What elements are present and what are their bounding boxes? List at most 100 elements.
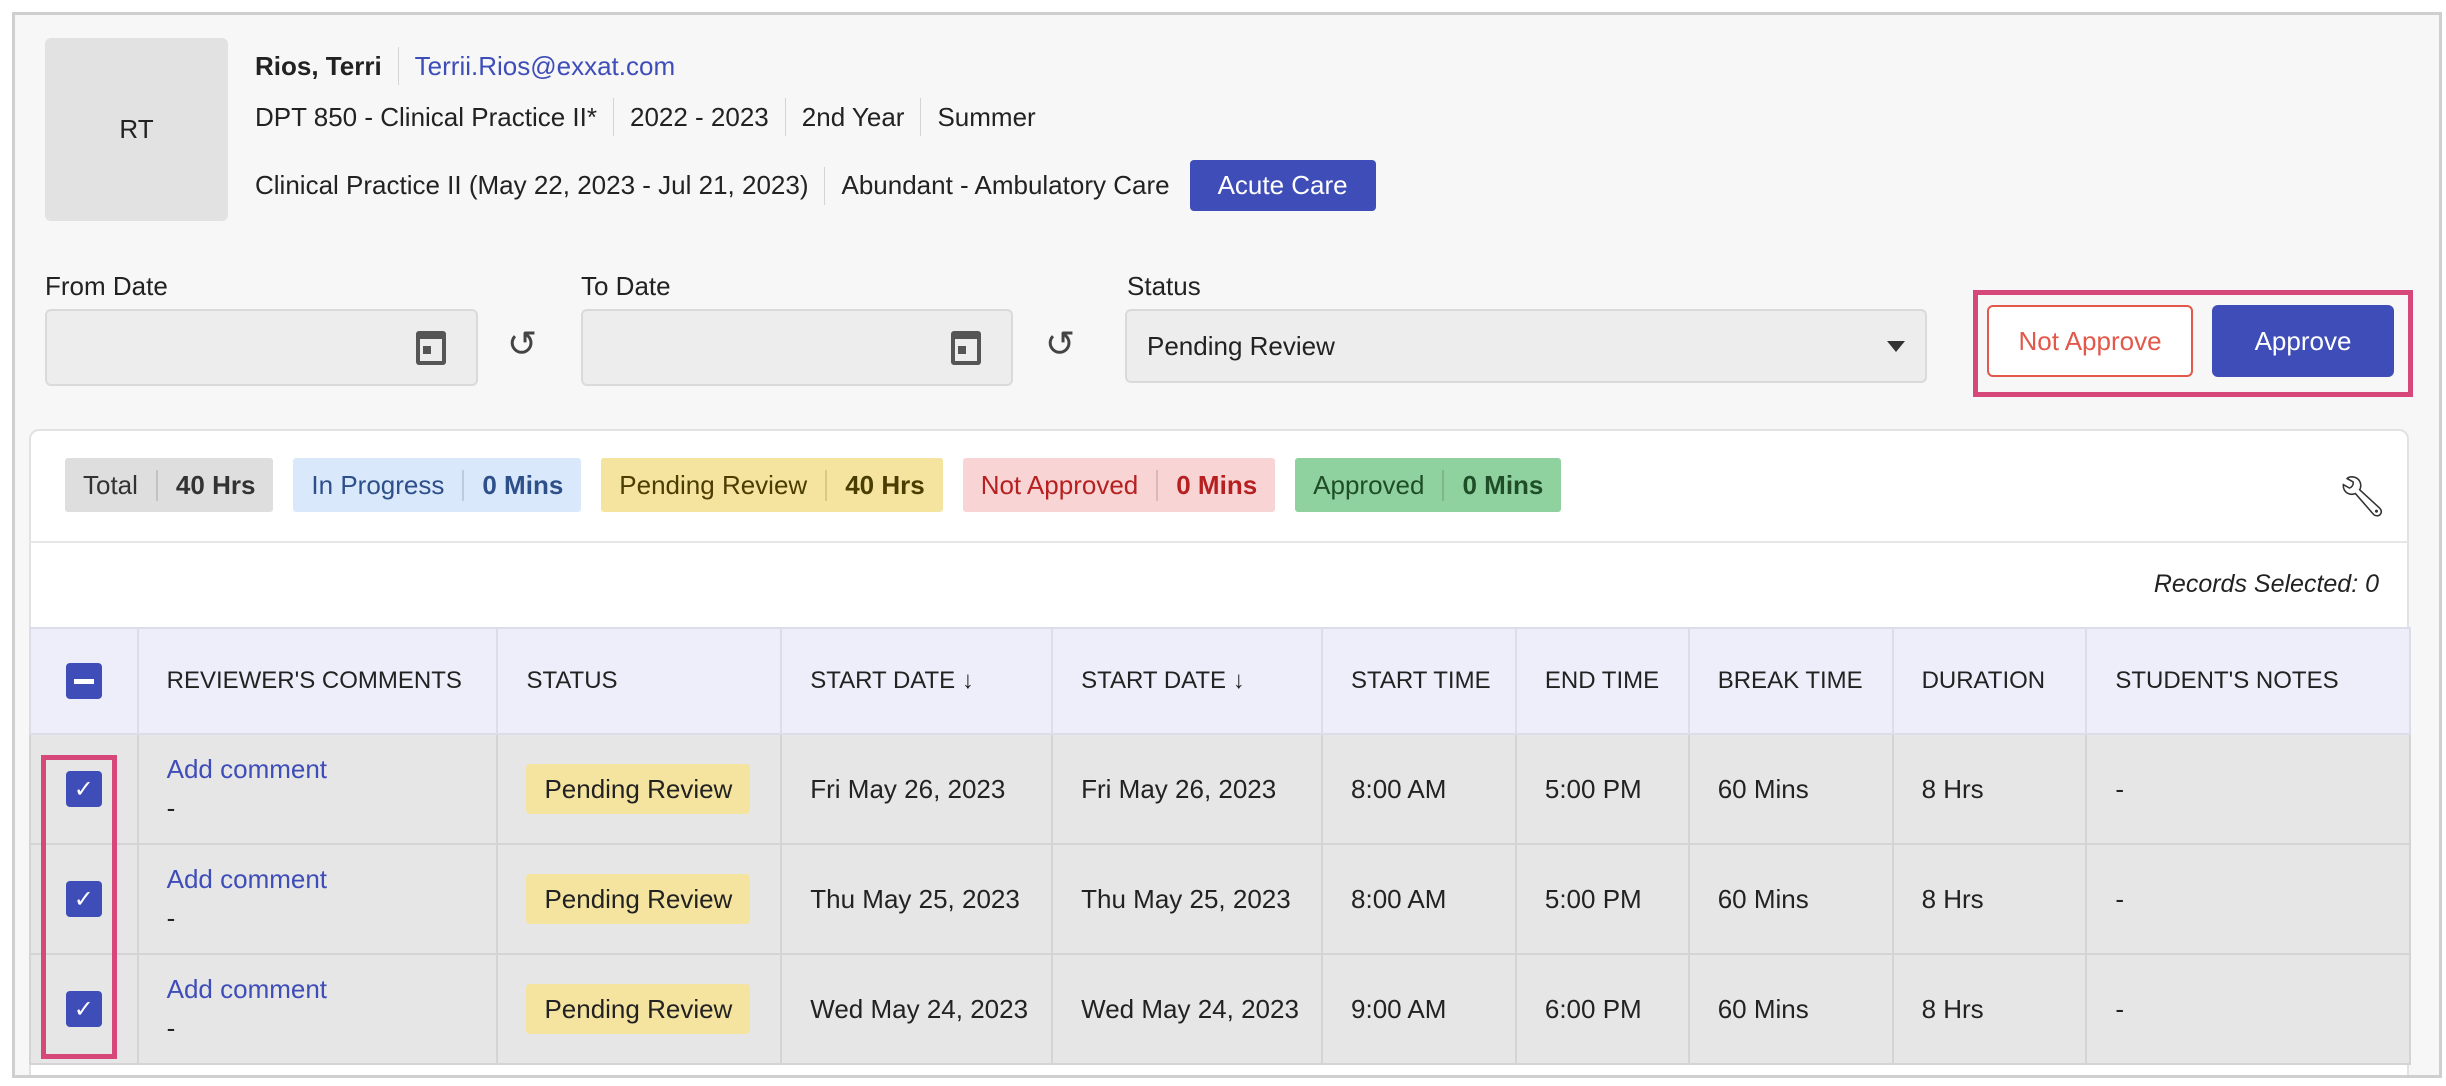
to-date-input[interactable] [581, 309, 1013, 386]
comment-text: - [166, 793, 176, 823]
status-badge: Pending Review [526, 763, 751, 814]
duration-cell: 8 Hrs [1891, 733, 2088, 845]
notes-cell: - [2085, 953, 2411, 1065]
summary-chip: Not Approved 0 Mins [962, 458, 1276, 512]
comment-text: - [166, 1013, 176, 1043]
column-header: REVIEWER'S COMMENTS [136, 627, 499, 735]
wrench-icon[interactable]: 🔧︎ [2337, 475, 2388, 519]
status-select[interactable]: Pending Review [1125, 309, 1927, 383]
status-label: Status [1127, 271, 1201, 301]
from-date-input[interactable] [45, 309, 478, 386]
add-comment-link[interactable]: Add comment [166, 754, 328, 784]
start-date-cell: Wed May 24, 2023 [780, 953, 1054, 1065]
student-info-row: Rios, Terri Terrii.Rios@exxat.com [255, 47, 675, 85]
break-time-cell: 60 Mins [1687, 733, 1894, 845]
timesheet-panel: RT Rios, Terri Terrii.Rios@exxat.com DPT… [12, 12, 2442, 1078]
summary-chip: In Progress 0 Mins [293, 458, 582, 512]
chip-value: 0 Mins [462, 469, 581, 501]
row-checkbox[interactable]: ✓ [65, 771, 102, 807]
start-date2-cell: Wed May 24, 2023 [1051, 953, 1324, 1065]
column-header: STUDENT'S NOTES [2085, 627, 2411, 735]
break-time-cell: 60 Mins [1687, 953, 1894, 1065]
select-all-checkbox[interactable] [65, 663, 102, 700]
avatar: RT [45, 38, 228, 221]
row-select-cell: ✓ [29, 733, 139, 845]
to-date-label: To Date [581, 271, 671, 301]
setting-badge: Acute Care [1189, 160, 1376, 211]
start-date-cell: Fri May 26, 2023 [780, 733, 1054, 845]
reset-from-date-icon[interactable]: ↺ [507, 323, 538, 364]
chip-value: 40 Hrs [155, 469, 274, 501]
calendar-icon[interactable] [416, 331, 446, 365]
reviewer-comment-cell: Add comment - [136, 953, 499, 1065]
status-cell: Pending Review [496, 733, 783, 845]
checkbox-highlight-box [41, 755, 117, 1059]
row-checkbox[interactable]: ✓ [65, 881, 102, 917]
row-select-cell: ✓ [29, 953, 139, 1065]
start-date-cell: Thu May 25, 2023 [780, 843, 1054, 955]
column-header: END TIME [1514, 627, 1690, 735]
start-date2-cell: Fri May 26, 2023 [1051, 733, 1324, 845]
table-row: ✓ Add comment - Pending Review Wed May 24, 2… [29, 953, 2411, 1065]
caret-down-icon [1887, 340, 1905, 352]
reviewer-comment-cell: Add comment - [136, 843, 499, 955]
row-checkbox[interactable]: ✓ [65, 991, 102, 1027]
table-row: ✓ Add comment - Pending Review Fri May 26, 2… [29, 733, 2411, 845]
chip-label: In Progress [311, 469, 445, 500]
chip-value: 0 Mins [1156, 469, 1275, 501]
status-cell: Pending Review [496, 953, 783, 1065]
chip-label: Not Approved [980, 469, 1139, 500]
comment-text: - [166, 903, 176, 933]
site: Abundant - Ambulatory Care [841, 170, 1170, 200]
not-approve-button[interactable]: Not Approve [1987, 305, 2193, 377]
summary-chips: Total 40 Hrs In Progress 0 Mins Pending Revi… [65, 458, 1562, 512]
column-header: BREAK TIME [1687, 627, 1894, 735]
records-table: REVIEWER'S COMMENTS STATUS START DATE ↓ STA… [29, 627, 2411, 1065]
calendar-icon[interactable] [951, 331, 981, 365]
status-badge: Pending Review [526, 873, 751, 924]
column-header: START TIME [1321, 627, 1517, 735]
rotation: Clinical Practice II (May 22, 2023 - Jul… [255, 170, 809, 200]
column-header: DURATION [1891, 627, 2088, 735]
summary-chip: Approved 0 Mins [1295, 458, 1562, 512]
rotation-info-row: Clinical Practice II (May 22, 2023 - Jul… [255, 160, 1376, 211]
duration-cell: 8 Hrs [1891, 953, 2088, 1065]
end-time-cell: 5:00 PM [1514, 843, 1690, 955]
divider [29, 541, 2409, 543]
column-header[interactable]: START DATE ↓ [780, 627, 1054, 735]
approve-button[interactable]: Approve [2212, 305, 2394, 377]
reviewer-comment-cell: Add comment - [136, 733, 499, 845]
row-select-cell: ✓ [29, 843, 139, 955]
start-date2-cell: Thu May 25, 2023 [1051, 843, 1324, 955]
status-badge: Pending Review [526, 983, 751, 1034]
records-selected: Records Selected: 0 [2153, 570, 2379, 598]
end-time-cell: 5:00 PM [1514, 733, 1690, 845]
table-row: ✓ Add comment - Pending Review Thu May 25, 2… [29, 843, 2411, 955]
column-header[interactable]: START DATE ↓ [1051, 627, 1324, 735]
break-time-cell: 60 Mins [1687, 843, 1894, 955]
chip-label: Total [83, 469, 138, 500]
notes-cell: - [2085, 733, 2411, 845]
student-email-link[interactable]: Terrii.Rios@exxat.com [414, 50, 676, 81]
chip-value: 40 Hrs [825, 469, 943, 501]
select-all-cell [29, 627, 139, 735]
academic-year: 2022 - 2023 [629, 101, 769, 132]
status-cell: Pending Review [496, 843, 783, 955]
student-name: Rios, Terri [255, 50, 382, 81]
term: Summer [937, 101, 1036, 132]
level: 2nd Year [801, 101, 905, 132]
course-info-row: DPT 850 - Clinical Practice II* 2022 - 2… [255, 98, 1036, 136]
course: DPT 850 - Clinical Practice II* [255, 101, 597, 132]
add-comment-link[interactable]: Add comment [166, 864, 328, 894]
end-time-cell: 6:00 PM [1514, 953, 1690, 1065]
start-time-cell: 8:00 AM [1321, 733, 1517, 845]
summary-chip: Total 40 Hrs [65, 458, 274, 512]
summary-chip: Pending Review 40 Hrs [601, 458, 943, 512]
start-time-cell: 9:00 AM [1321, 953, 1517, 1065]
reset-to-date-icon[interactable]: ↺ [1045, 323, 1076, 364]
add-comment-link[interactable]: Add comment [166, 974, 328, 1004]
chip-label: Approved [1313, 469, 1425, 500]
start-time-cell: 8:00 AM [1321, 843, 1517, 955]
duration-cell: 8 Hrs [1891, 843, 2088, 955]
highlight-box [1973, 290, 2413, 397]
